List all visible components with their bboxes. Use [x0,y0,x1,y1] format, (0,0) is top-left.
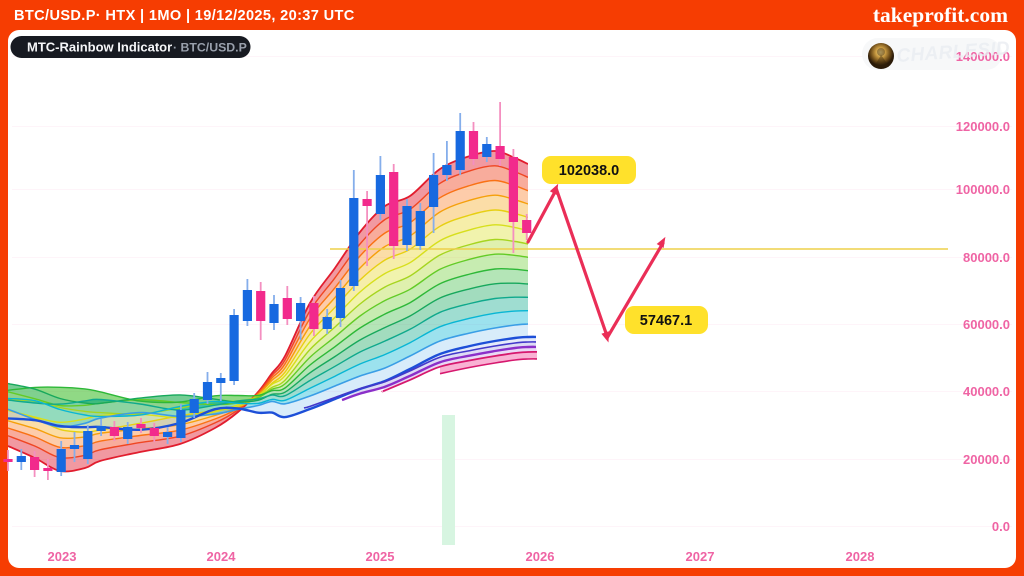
svg-text:60000.0: 60000.0 [963,317,1010,332]
svg-text:2025: 2025 [366,549,395,564]
svg-text:2028: 2028 [846,549,875,564]
svg-text:MTC-Rainbow Indicator: MTC-Rainbow Indicator [27,40,172,55]
svg-text:140000.0: 140000.0 [956,49,1010,64]
svg-text:· BTC/USD.P: · BTC/USD.P [173,41,247,55]
svg-text:57467.1: 57467.1 [640,313,692,329]
svg-text:2023: 2023 [48,549,77,564]
svg-text:2026: 2026 [526,549,555,564]
svg-text:20000.0: 20000.0 [963,452,1010,467]
svg-text:80000.0: 80000.0 [963,250,1010,265]
svg-text:2024: 2024 [207,549,237,564]
svg-text:102038.0: 102038.0 [559,163,619,179]
svg-text:40000.0: 40000.0 [963,384,1010,399]
svg-text:2027: 2027 [686,549,715,564]
svg-text:takeprofit.com: takeprofit.com [873,3,1008,27]
svg-text:120000.0: 120000.0 [956,119,1010,134]
svg-text:0.0: 0.0 [992,519,1010,534]
svg-text:BTC/USD.P· HTX | 1MO | 19/12/2: BTC/USD.P· HTX | 1MO | 19/12/2025, 20:37… [14,8,355,24]
svg-text:100000.0: 100000.0 [956,182,1010,197]
